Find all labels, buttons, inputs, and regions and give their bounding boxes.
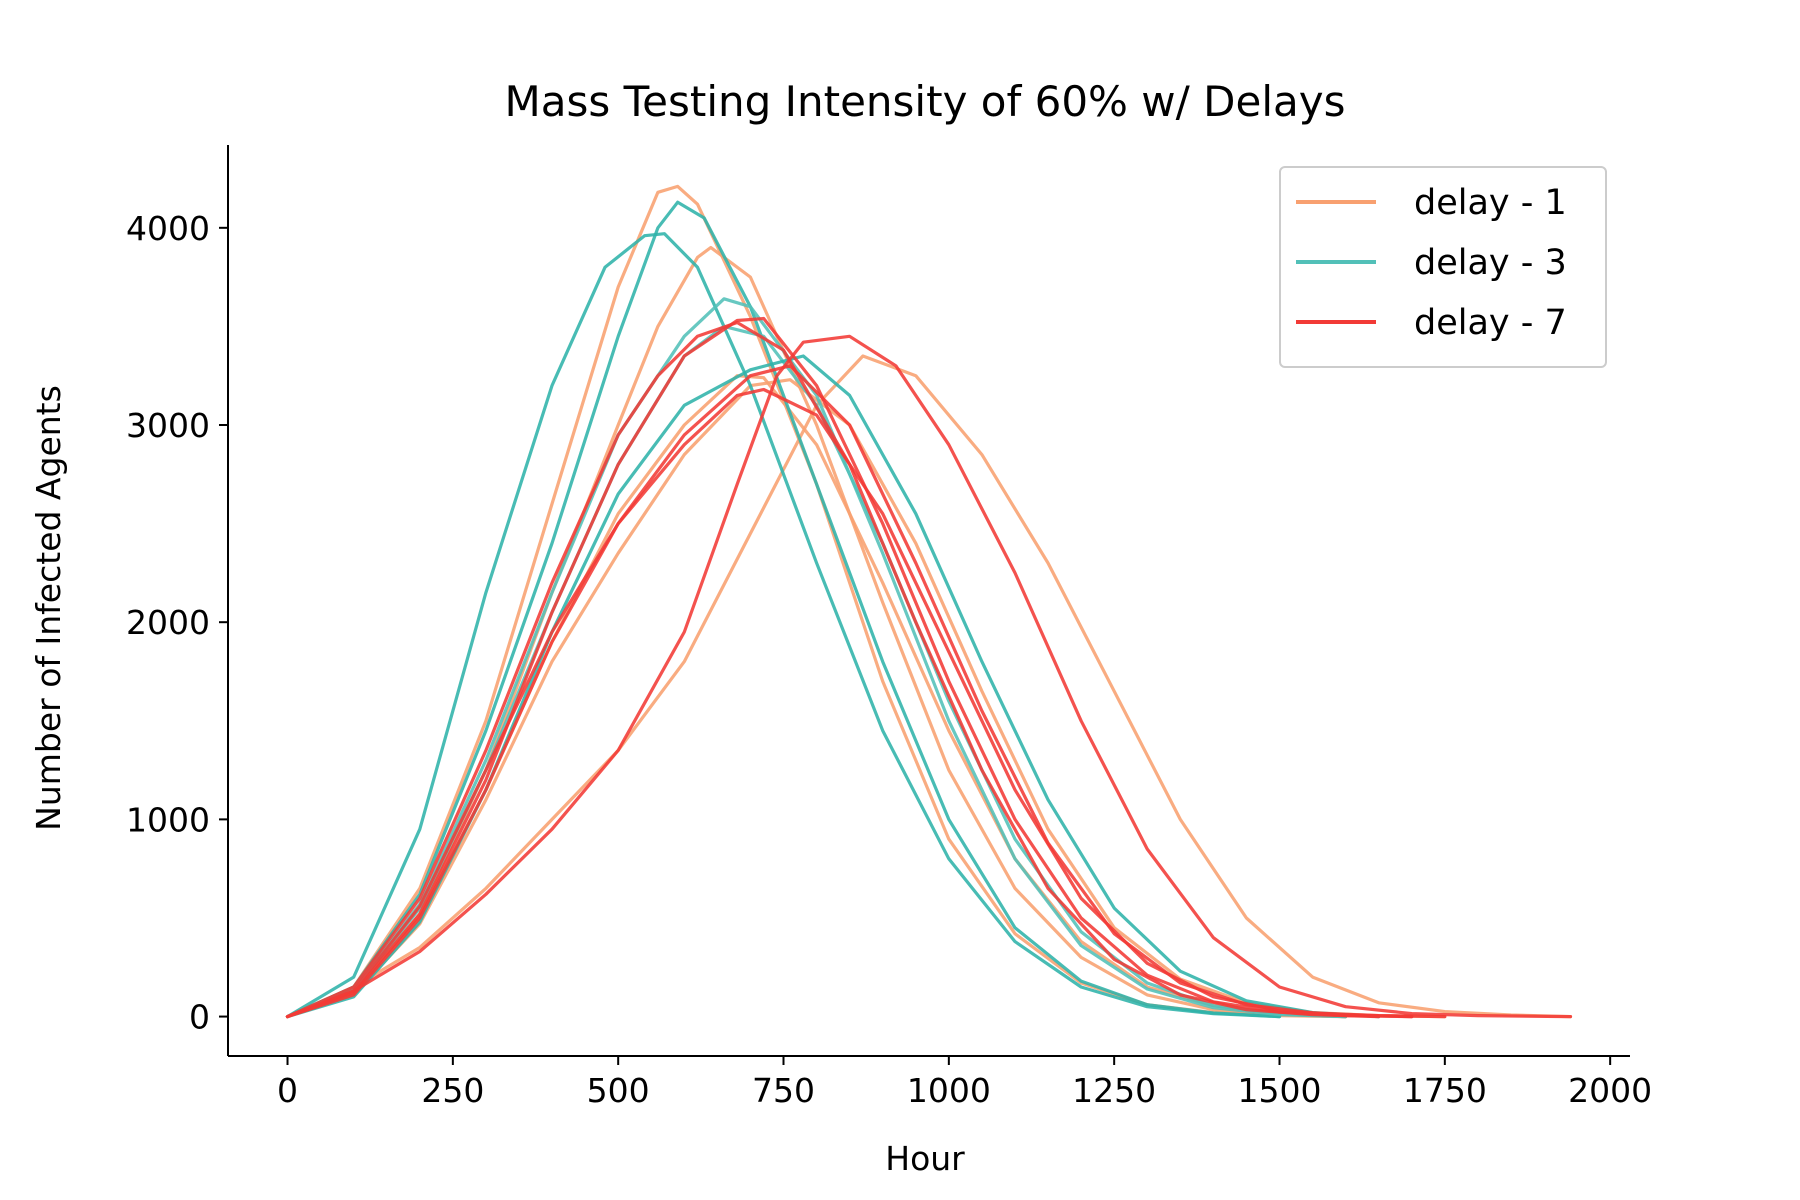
y-axis-label: Number of Infected Agents	[29, 385, 68, 831]
series-line-1	[285, 184, 1348, 1019]
series-line-7	[285, 200, 1282, 1019]
legend-label: delay - 7	[1414, 303, 1567, 343]
x-tick-label: 1250	[1072, 1071, 1156, 1110]
x-axis-label: Hour	[885, 1139, 965, 1178]
series-line-13	[285, 320, 1381, 1019]
y-tick-label: 2000	[126, 603, 210, 642]
series-group	[285, 184, 1573, 1019]
series-line-14	[285, 334, 1573, 1019]
y-tick-label: 4000	[126, 209, 210, 248]
y-tick-label: 3000	[126, 406, 210, 445]
x-tick-label: 1000	[907, 1071, 991, 1110]
series-line-12	[285, 387, 1414, 1019]
x-tick-label: 250	[421, 1071, 484, 1110]
series-line-3	[285, 374, 1348, 1019]
legend-label: delay - 1	[1414, 183, 1567, 223]
x-tick-label: 0	[277, 1071, 298, 1110]
series-line-8	[285, 324, 1348, 1019]
x-axis-ticks: 0 250 500 750 1000 1250 1500 1750 2000	[277, 1056, 1652, 1110]
series-line-15	[285, 364, 1447, 1019]
legend: delay - 1 delay - 3 delay - 7	[1279, 166, 1607, 368]
x-tick-label: 750	[752, 1071, 815, 1110]
x-tick-label: 500	[587, 1071, 650, 1110]
x-tick-label: 1750	[1403, 1071, 1487, 1110]
y-tick-label: 1000	[126, 800, 210, 839]
x-tick-label: 2000	[1568, 1071, 1652, 1110]
y-tick-label: 0	[189, 998, 210, 1037]
y-axis-ticks: 0 1000 2000 3000 4000	[126, 209, 228, 1037]
chart-title: Mass Testing Intensity of 60% w/ Delays	[505, 77, 1346, 126]
axes-spines	[227, 145, 1630, 1057]
series-line-4	[285, 354, 1573, 1019]
legend-box	[1279, 166, 1607, 368]
series-line-5	[285, 378, 1447, 1019]
legend-label: delay - 3	[1414, 243, 1567, 283]
x-tick-label: 1500	[1238, 1071, 1322, 1110]
